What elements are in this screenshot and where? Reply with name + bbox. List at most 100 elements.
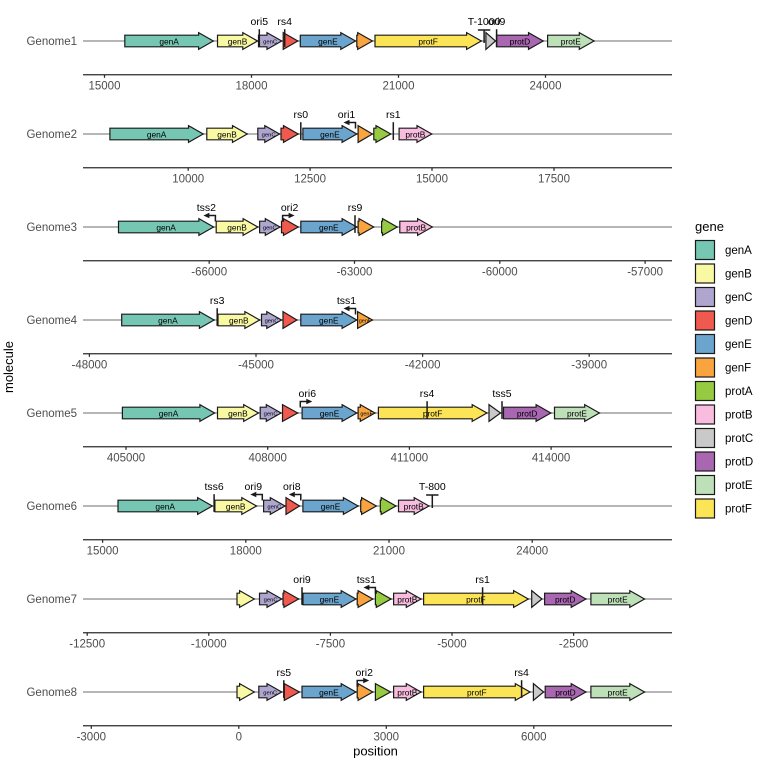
svg-text:genC: genC [264, 412, 278, 418]
svg-text:15000: 15000 [87, 546, 119, 558]
svg-text:genB: genB [228, 408, 248, 418]
svg-text:genA: genA [725, 245, 752, 257]
svg-text:Genome3: Genome3 [26, 222, 77, 234]
svg-text:Genome2: Genome2 [26, 129, 77, 141]
svg-text:genF: genF [725, 363, 751, 375]
svg-text:Genome8: Genome8 [26, 687, 77, 699]
svg-text:12500: 12500 [294, 174, 326, 186]
svg-text:-7500: -7500 [316, 639, 345, 651]
svg-text:protE: protE [608, 687, 628, 697]
svg-text:position: position [353, 744, 398, 759]
svg-text:ori5: ori5 [251, 16, 269, 28]
svg-text:protB: protB [404, 501, 424, 511]
svg-text:rs4: rs4 [514, 667, 529, 679]
svg-text:-10000: -10000 [191, 639, 227, 651]
svg-text:Genome7: Genome7 [26, 594, 77, 606]
svg-text:-60000: -60000 [482, 267, 518, 279]
svg-text:24000: 24000 [516, 546, 548, 558]
svg-text:-12500: -12500 [69, 639, 105, 651]
svg-text:genC: genC [262, 133, 276, 139]
svg-text:-45000: -45000 [238, 360, 274, 372]
svg-text:ori9: ori9 [293, 574, 311, 586]
svg-text:T-1000: T-1000 [468, 16, 501, 28]
svg-text:tss6: tss6 [204, 481, 223, 493]
svg-text:-63000: -63000 [337, 267, 373, 279]
svg-text:genA: genA [159, 408, 179, 418]
svg-text:Genome6: Genome6 [26, 501, 77, 513]
svg-text:protA: protA [725, 386, 753, 398]
svg-text:protE: protE [561, 36, 581, 46]
svg-text:genC: genC [265, 319, 279, 325]
svg-text:protE: protE [725, 480, 753, 492]
svg-text:6000: 6000 [521, 732, 547, 744]
svg-text:genE: genE [320, 408, 340, 418]
svg-text:genB: genB [228, 36, 248, 46]
svg-text:rs1: rs1 [475, 574, 490, 586]
svg-text:gene: gene [695, 219, 724, 234]
svg-text:rs1: rs1 [386, 109, 401, 121]
svg-text:protB: protB [397, 687, 417, 697]
svg-text:408000: 408000 [249, 453, 287, 465]
svg-text:genB: genB [229, 315, 249, 325]
svg-text:17500: 17500 [538, 174, 570, 186]
svg-text:0: 0 [236, 732, 242, 744]
svg-text:Genome1: Genome1 [26, 36, 77, 48]
svg-text:protF: protF [418, 36, 438, 46]
svg-text:-5000: -5000 [437, 639, 466, 651]
svg-text:T-800: T-800 [419, 481, 446, 493]
svg-text:15000: 15000 [416, 174, 448, 186]
svg-text:414000: 414000 [532, 453, 570, 465]
svg-text:genE: genE [320, 129, 340, 139]
svg-text:molecule: molecule [1, 341, 16, 393]
svg-text:ori9: ori9 [488, 16, 506, 28]
svg-text:rs4: rs4 [420, 388, 435, 400]
svg-text:tss1: tss1 [357, 574, 376, 586]
svg-text:-3000: -3000 [77, 732, 106, 744]
svg-text:protE: protE [567, 408, 587, 418]
svg-text:protD: protD [510, 36, 530, 46]
svg-text:genB: genB [226, 501, 246, 511]
svg-text:-57000: -57000 [627, 267, 663, 279]
svg-text:genB: genB [217, 129, 237, 139]
svg-text:3000: 3000 [374, 732, 400, 744]
svg-text:10000: 10000 [172, 174, 204, 186]
svg-text:ori8: ori8 [283, 481, 301, 493]
svg-text:genC: genC [267, 505, 281, 511]
svg-text:Genome5: Genome5 [26, 408, 77, 420]
svg-text:tss5: tss5 [492, 388, 511, 400]
svg-text:genF: genF [360, 412, 373, 418]
svg-text:genE: genE [321, 501, 341, 511]
svg-text:protF: protF [467, 687, 487, 697]
svg-text:-42000: -42000 [405, 360, 441, 372]
svg-text:405000: 405000 [107, 453, 145, 465]
svg-text:rs4: rs4 [277, 16, 292, 28]
svg-text:genB: genB [725, 269, 752, 281]
svg-text:ori9: ori9 [245, 481, 263, 493]
svg-text:-66000: -66000 [191, 267, 227, 279]
svg-text:genA: genA [147, 129, 167, 139]
svg-text:protF: protF [725, 504, 752, 516]
svg-text:15000: 15000 [89, 81, 121, 93]
svg-text:genA: genA [159, 36, 179, 46]
svg-text:protB: protB [397, 594, 417, 604]
svg-text:genF: genF [359, 319, 372, 325]
svg-text:genE: genE [319, 222, 339, 232]
svg-text:genE: genE [319, 315, 339, 325]
svg-text:rs5: rs5 [277, 667, 292, 679]
svg-text:411000: 411000 [391, 453, 429, 465]
svg-text:genA: genA [155, 501, 175, 511]
svg-text:protB: protB [406, 222, 426, 232]
svg-text:21000: 21000 [373, 546, 405, 558]
svg-text:genC: genC [263, 226, 277, 232]
svg-text:-39000: -39000 [571, 360, 607, 372]
svg-text:genE: genE [319, 687, 339, 697]
svg-text:24000: 24000 [530, 81, 562, 93]
svg-text:-48000: -48000 [71, 360, 107, 372]
svg-text:ori1: ori1 [338, 109, 356, 121]
svg-text:genD: genD [725, 316, 753, 328]
svg-text:18000: 18000 [230, 546, 262, 558]
svg-text:protC: protC [725, 433, 753, 445]
svg-text:ori6: ori6 [299, 388, 317, 400]
svg-text:rs3: rs3 [210, 295, 225, 307]
svg-text:genC: genC [725, 292, 753, 304]
